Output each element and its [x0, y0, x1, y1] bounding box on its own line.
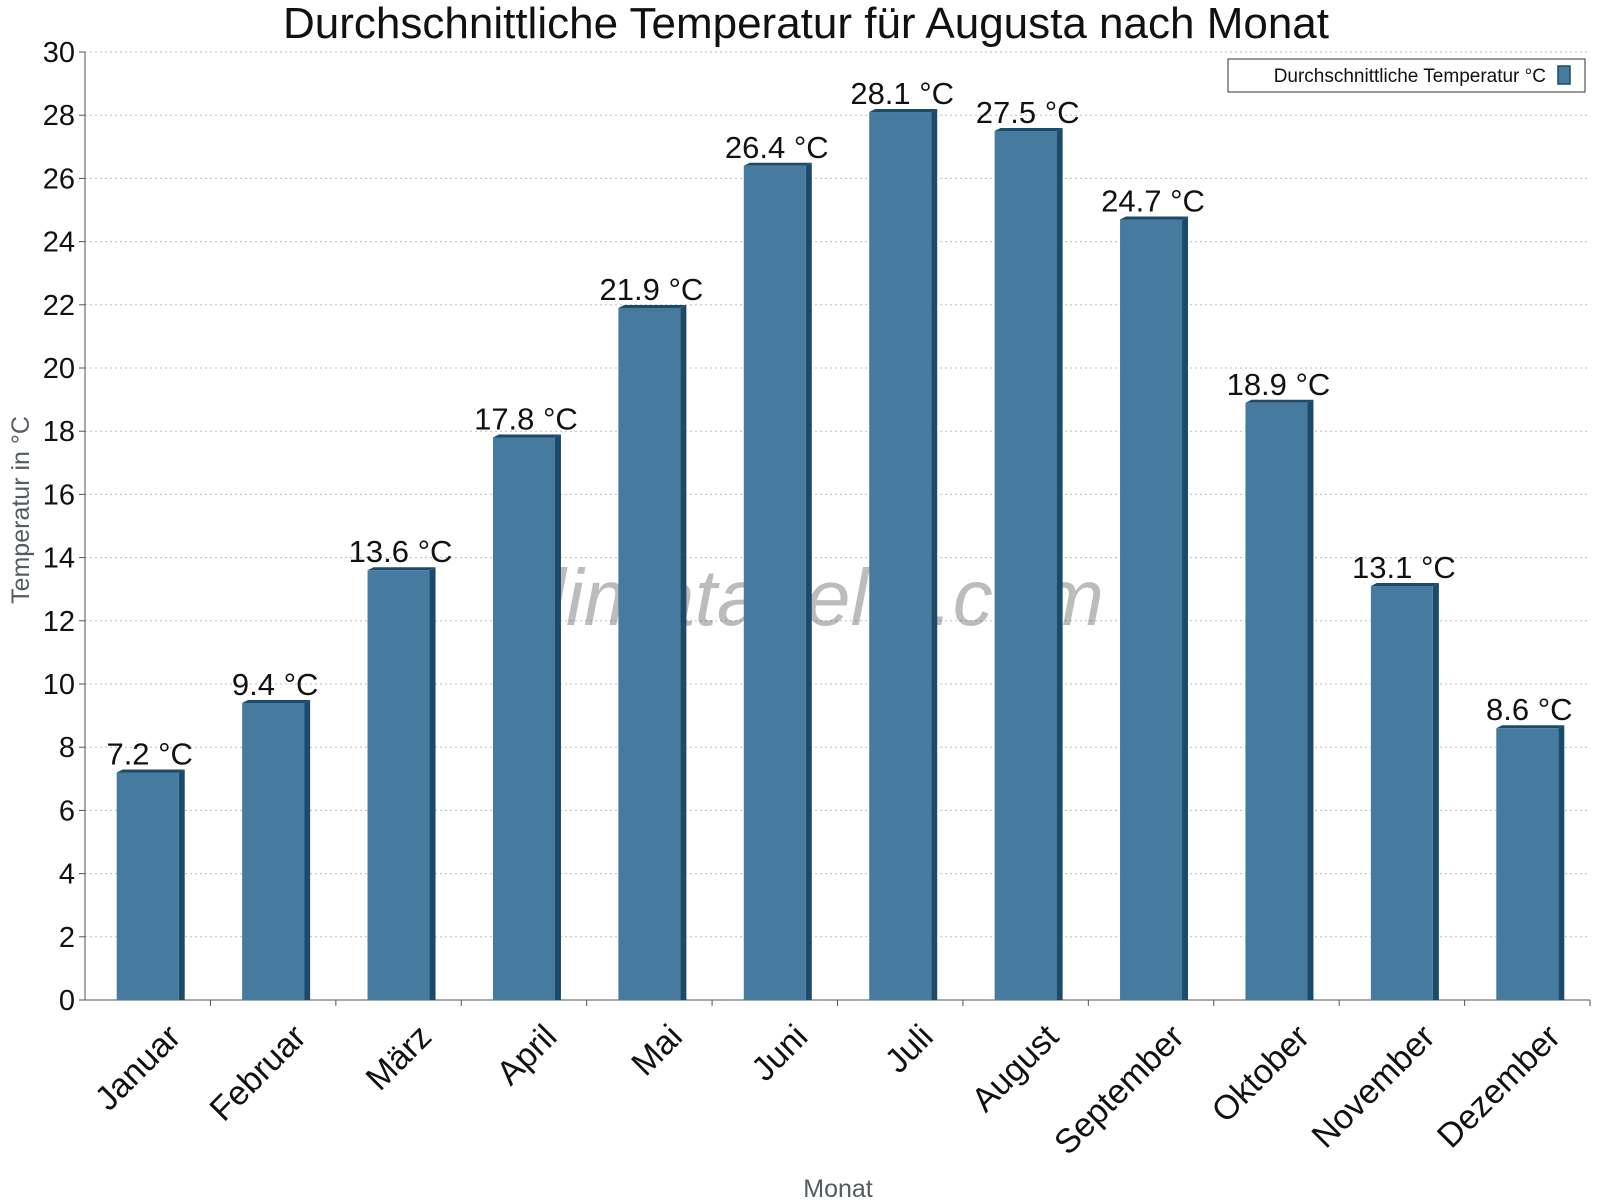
bars: [116, 109, 1565, 1001]
x-tick-label: Oktober: [1205, 1018, 1317, 1130]
bar: [1120, 219, 1183, 1001]
legend-box: [1227, 58, 1586, 93]
bar-side: [554, 434, 561, 1000]
y-tick-label: 26: [43, 163, 75, 195]
bar: [116, 772, 179, 1000]
bar: [242, 702, 305, 1000]
data-label: 13.6 °C: [349, 534, 453, 569]
y-tick-label: 18: [43, 416, 75, 448]
x-tick-label: September: [1047, 1018, 1191, 1162]
y-tick-label: 0: [59, 985, 75, 1017]
bar-side: [1307, 399, 1314, 1000]
bar-side: [178, 769, 185, 1000]
bar-side: [1432, 583, 1439, 1000]
y-tick-label: 2: [59, 922, 75, 954]
grid-lines: [85, 51, 1590, 938]
bar-side: [680, 304, 687, 1001]
x-tick-label: Februar: [203, 1018, 314, 1129]
bar: [618, 307, 681, 1001]
data-label: 17.8 °C: [474, 402, 578, 437]
y-tick-label: 24: [43, 227, 75, 259]
bar-side: [1056, 128, 1063, 1000]
x-tick-label: Mai: [624, 1018, 690, 1084]
data-label: 24.7 °C: [1101, 183, 1205, 218]
bar: [743, 165, 806, 1000]
y-tick-label: 6: [59, 795, 75, 827]
data-label: 7.2 °C: [106, 736, 193, 771]
legend-label: Durchschnittliche Temperatur °C: [1274, 66, 1546, 87]
bar: [869, 112, 932, 1001]
x-tick-label: März: [359, 1018, 439, 1098]
bar-top: [492, 434, 561, 438]
bar-top: [994, 128, 1063, 131]
bar-top: [1496, 725, 1565, 729]
legend-swatch: [1557, 65, 1571, 85]
bar-side: [429, 567, 436, 1000]
data-label: 18.9 °C: [1227, 367, 1331, 402]
bar-side: [304, 699, 311, 1000]
y-tick-label: 14: [43, 543, 75, 575]
data-labels: 7.2 °C 9.4 °C 13.6 °C 17.8 °C 21.9 °C 26.4 °C…: [106, 76, 1572, 771]
x-tick-label: Januar: [88, 1018, 188, 1118]
legend: Durchschnittliche Temperatur °C: [1227, 58, 1586, 93]
bar-top: [869, 109, 938, 113]
data-label: 13.1 °C: [1352, 550, 1456, 585]
chart-title: Durchschnittliche Temperatur für Augusta…: [283, 0, 1329, 48]
bar-top: [367, 567, 436, 571]
bar-side: [1182, 216, 1189, 1001]
data-label: 27.5 °C: [976, 95, 1080, 130]
y-tick-label: 10: [43, 669, 75, 701]
bar-top: [242, 699, 311, 703]
y-tick-label: 16: [43, 479, 75, 511]
y-tick-label: 30: [43, 37, 75, 69]
bar-side: [805, 162, 812, 1000]
x-axis-title: Monat: [803, 1175, 873, 1200]
bar-top: [116, 769, 185, 773]
bar: [994, 131, 1057, 1000]
bar-top: [1370, 583, 1439, 587]
data-label: 8.6 °C: [1486, 692, 1573, 727]
x-tick-label: August: [964, 1017, 1066, 1119]
bar: [492, 437, 555, 1000]
x-tick-label: Dezember: [1430, 1018, 1568, 1156]
y-tick-label: 22: [43, 290, 75, 322]
y-tick-label: 8: [59, 732, 75, 764]
bar-top: [1120, 216, 1189, 220]
bar-side: [931, 109, 938, 1001]
y-tick-label: 28: [43, 100, 75, 132]
x-tick-label: April: [489, 1018, 564, 1093]
y-tick-label: 20: [43, 353, 75, 385]
data-label: 21.9 °C: [600, 272, 704, 307]
y-axis-title: Temperatur in °C: [7, 416, 35, 604]
x-tick-label: Juli: [878, 1018, 941, 1081]
bar: [1245, 402, 1308, 1000]
data-label: 26.4 °C: [725, 130, 829, 165]
bar-top: [743, 162, 812, 166]
x-tick-label: Juni: [744, 1018, 815, 1089]
data-label: 9.4 °C: [232, 667, 319, 702]
bar: [1496, 728, 1559, 1000]
bar-side: [1558, 725, 1565, 1000]
bar-top: [1245, 399, 1314, 403]
y-tick-label: 4: [59, 859, 75, 891]
bar: [1370, 586, 1433, 1000]
data-label: 28.1 °C: [850, 76, 954, 111]
x-tick-label: November: [1305, 1018, 1443, 1156]
bar-top: [618, 304, 687, 308]
y-tick-label: 12: [43, 606, 75, 638]
bar: [367, 570, 430, 1000]
